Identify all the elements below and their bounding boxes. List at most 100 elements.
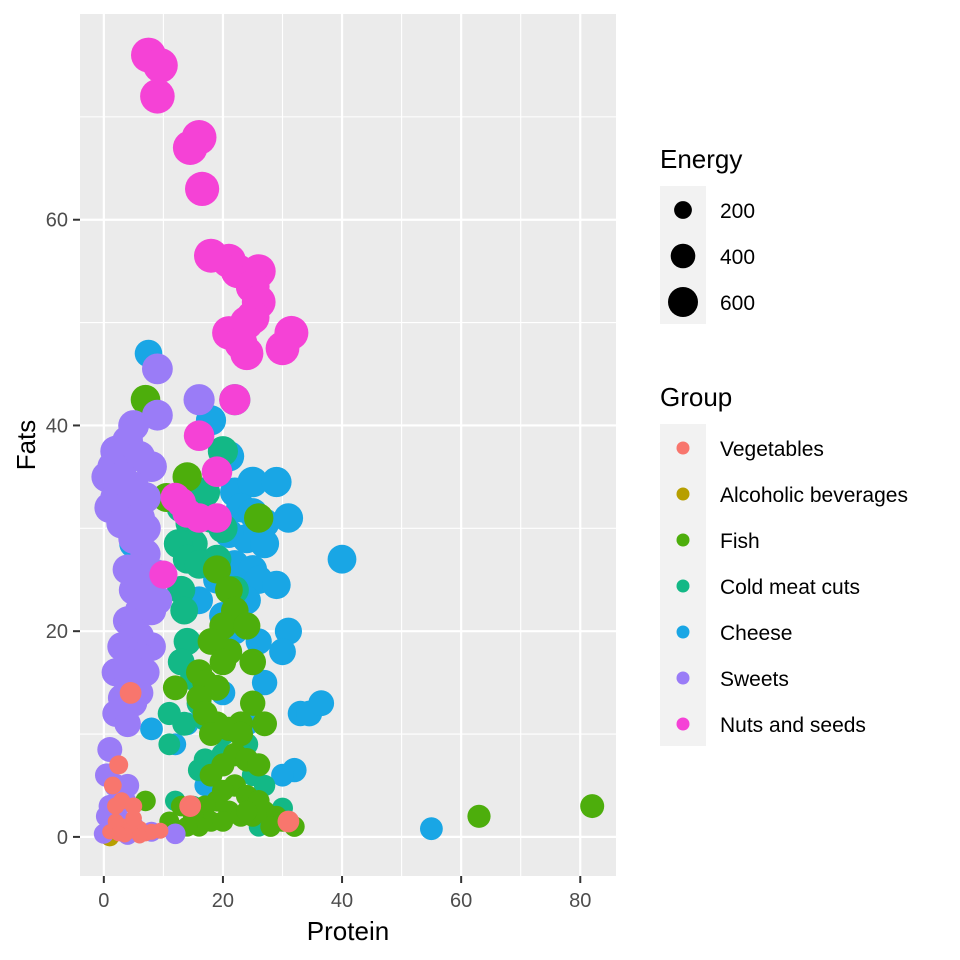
size-legend-key (670, 243, 696, 269)
data-point (125, 810, 142, 827)
x-tick-label: 80 (569, 890, 591, 912)
color-legend-label: Cold meat cuts (720, 576, 860, 599)
data-point (97, 737, 123, 762)
data-point (201, 456, 233, 488)
color-legend-label: Fish (720, 530, 760, 553)
data-point (262, 570, 291, 600)
size-legend-title: Energy (660, 144, 742, 174)
color-legend-key (676, 487, 690, 501)
data-point (140, 79, 175, 114)
data-point (271, 763, 294, 787)
color-legend-key (676, 441, 690, 455)
data-points (91, 37, 605, 847)
data-point (252, 711, 277, 737)
data-point (467, 804, 491, 828)
color-legend-title: Group (660, 382, 732, 412)
size-legend-key (674, 201, 692, 219)
series-vegetables (102, 682, 300, 844)
color-legend-key (676, 579, 690, 593)
size-legend-label: 200 (720, 200, 755, 223)
data-point (111, 826, 127, 842)
data-point (327, 544, 357, 574)
y-tick-label: 60 (46, 210, 68, 232)
plot-panel (80, 14, 616, 876)
data-point (230, 336, 264, 371)
data-point (125, 797, 143, 815)
data-point (183, 384, 215, 416)
data-point (109, 755, 129, 775)
data-point (162, 675, 188, 701)
data-point (172, 130, 208, 165)
data-point (239, 648, 266, 676)
data-point (247, 753, 271, 777)
data-point (179, 795, 202, 817)
data-point (420, 817, 443, 841)
data-point (273, 503, 304, 533)
size-legend-label: 600 (720, 292, 755, 315)
data-point (132, 828, 148, 844)
color-legend-key (676, 533, 690, 547)
data-point (173, 627, 201, 656)
data-point (107, 797, 125, 815)
data-point (119, 682, 142, 704)
y-axis: 0 20 40 60 (46, 210, 80, 849)
color-legend-label: Sweets (720, 668, 789, 691)
data-point (240, 690, 266, 716)
color-legend-key (676, 717, 690, 731)
data-point (269, 638, 296, 666)
data-point (277, 810, 300, 833)
data-point (580, 794, 605, 819)
data-point (165, 823, 186, 845)
data-point (228, 721, 253, 747)
data-point (185, 171, 220, 206)
color-legend-key (676, 625, 690, 639)
data-point (261, 466, 292, 498)
data-point (199, 763, 223, 787)
x-tick-label: 60 (450, 890, 472, 912)
x-axis: 0 20 40 60 80 (98, 876, 591, 912)
data-point (142, 399, 173, 431)
data-point (103, 776, 122, 795)
y-tick-label: 20 (46, 621, 68, 643)
data-point (250, 529, 280, 559)
data-point (107, 813, 124, 830)
color-legend-label: Cheese (720, 622, 792, 645)
data-point (199, 722, 223, 746)
color-legend-label: Nuts and seeds (720, 714, 866, 737)
y-tick-label: 40 (46, 415, 68, 437)
data-point (170, 596, 199, 625)
data-point (308, 690, 335, 717)
energy-size-legend: Energy 200 400 600 (660, 144, 755, 324)
group-color-legend: Group Vegetables Alcoholic beverages Fish C… (660, 382, 908, 746)
data-point (158, 733, 181, 756)
data-point (202, 503, 232, 533)
data-point (237, 466, 268, 498)
data-point (251, 669, 278, 696)
data-point (260, 816, 281, 837)
data-point (114, 710, 141, 738)
x-tick-label: 20 (212, 890, 234, 912)
data-point (136, 451, 167, 482)
size-legend-label: 400 (720, 246, 755, 269)
minor-gridlines (80, 14, 616, 876)
data-point (140, 717, 163, 741)
color-legend-label: Vegetables (720, 438, 824, 461)
data-point (157, 701, 181, 726)
data-point (209, 648, 237, 676)
series-nuts-and-seeds (131, 37, 309, 589)
y-axis-title: Fats (11, 420, 41, 471)
size-legend-key (668, 287, 698, 317)
x-axis-title: Protein (307, 916, 389, 946)
data-point (142, 353, 173, 385)
data-point (202, 555, 232, 584)
data-point (183, 420, 215, 452)
data-point (212, 811, 234, 832)
color-legend-key (676, 671, 690, 685)
color-legend-label: Alcoholic beverages (720, 484, 908, 507)
data-point (160, 482, 191, 513)
data-point (244, 503, 274, 533)
data-point (149, 560, 178, 589)
x-tick-label: 40 (331, 890, 353, 912)
y-tick-label: 0 (57, 827, 68, 849)
